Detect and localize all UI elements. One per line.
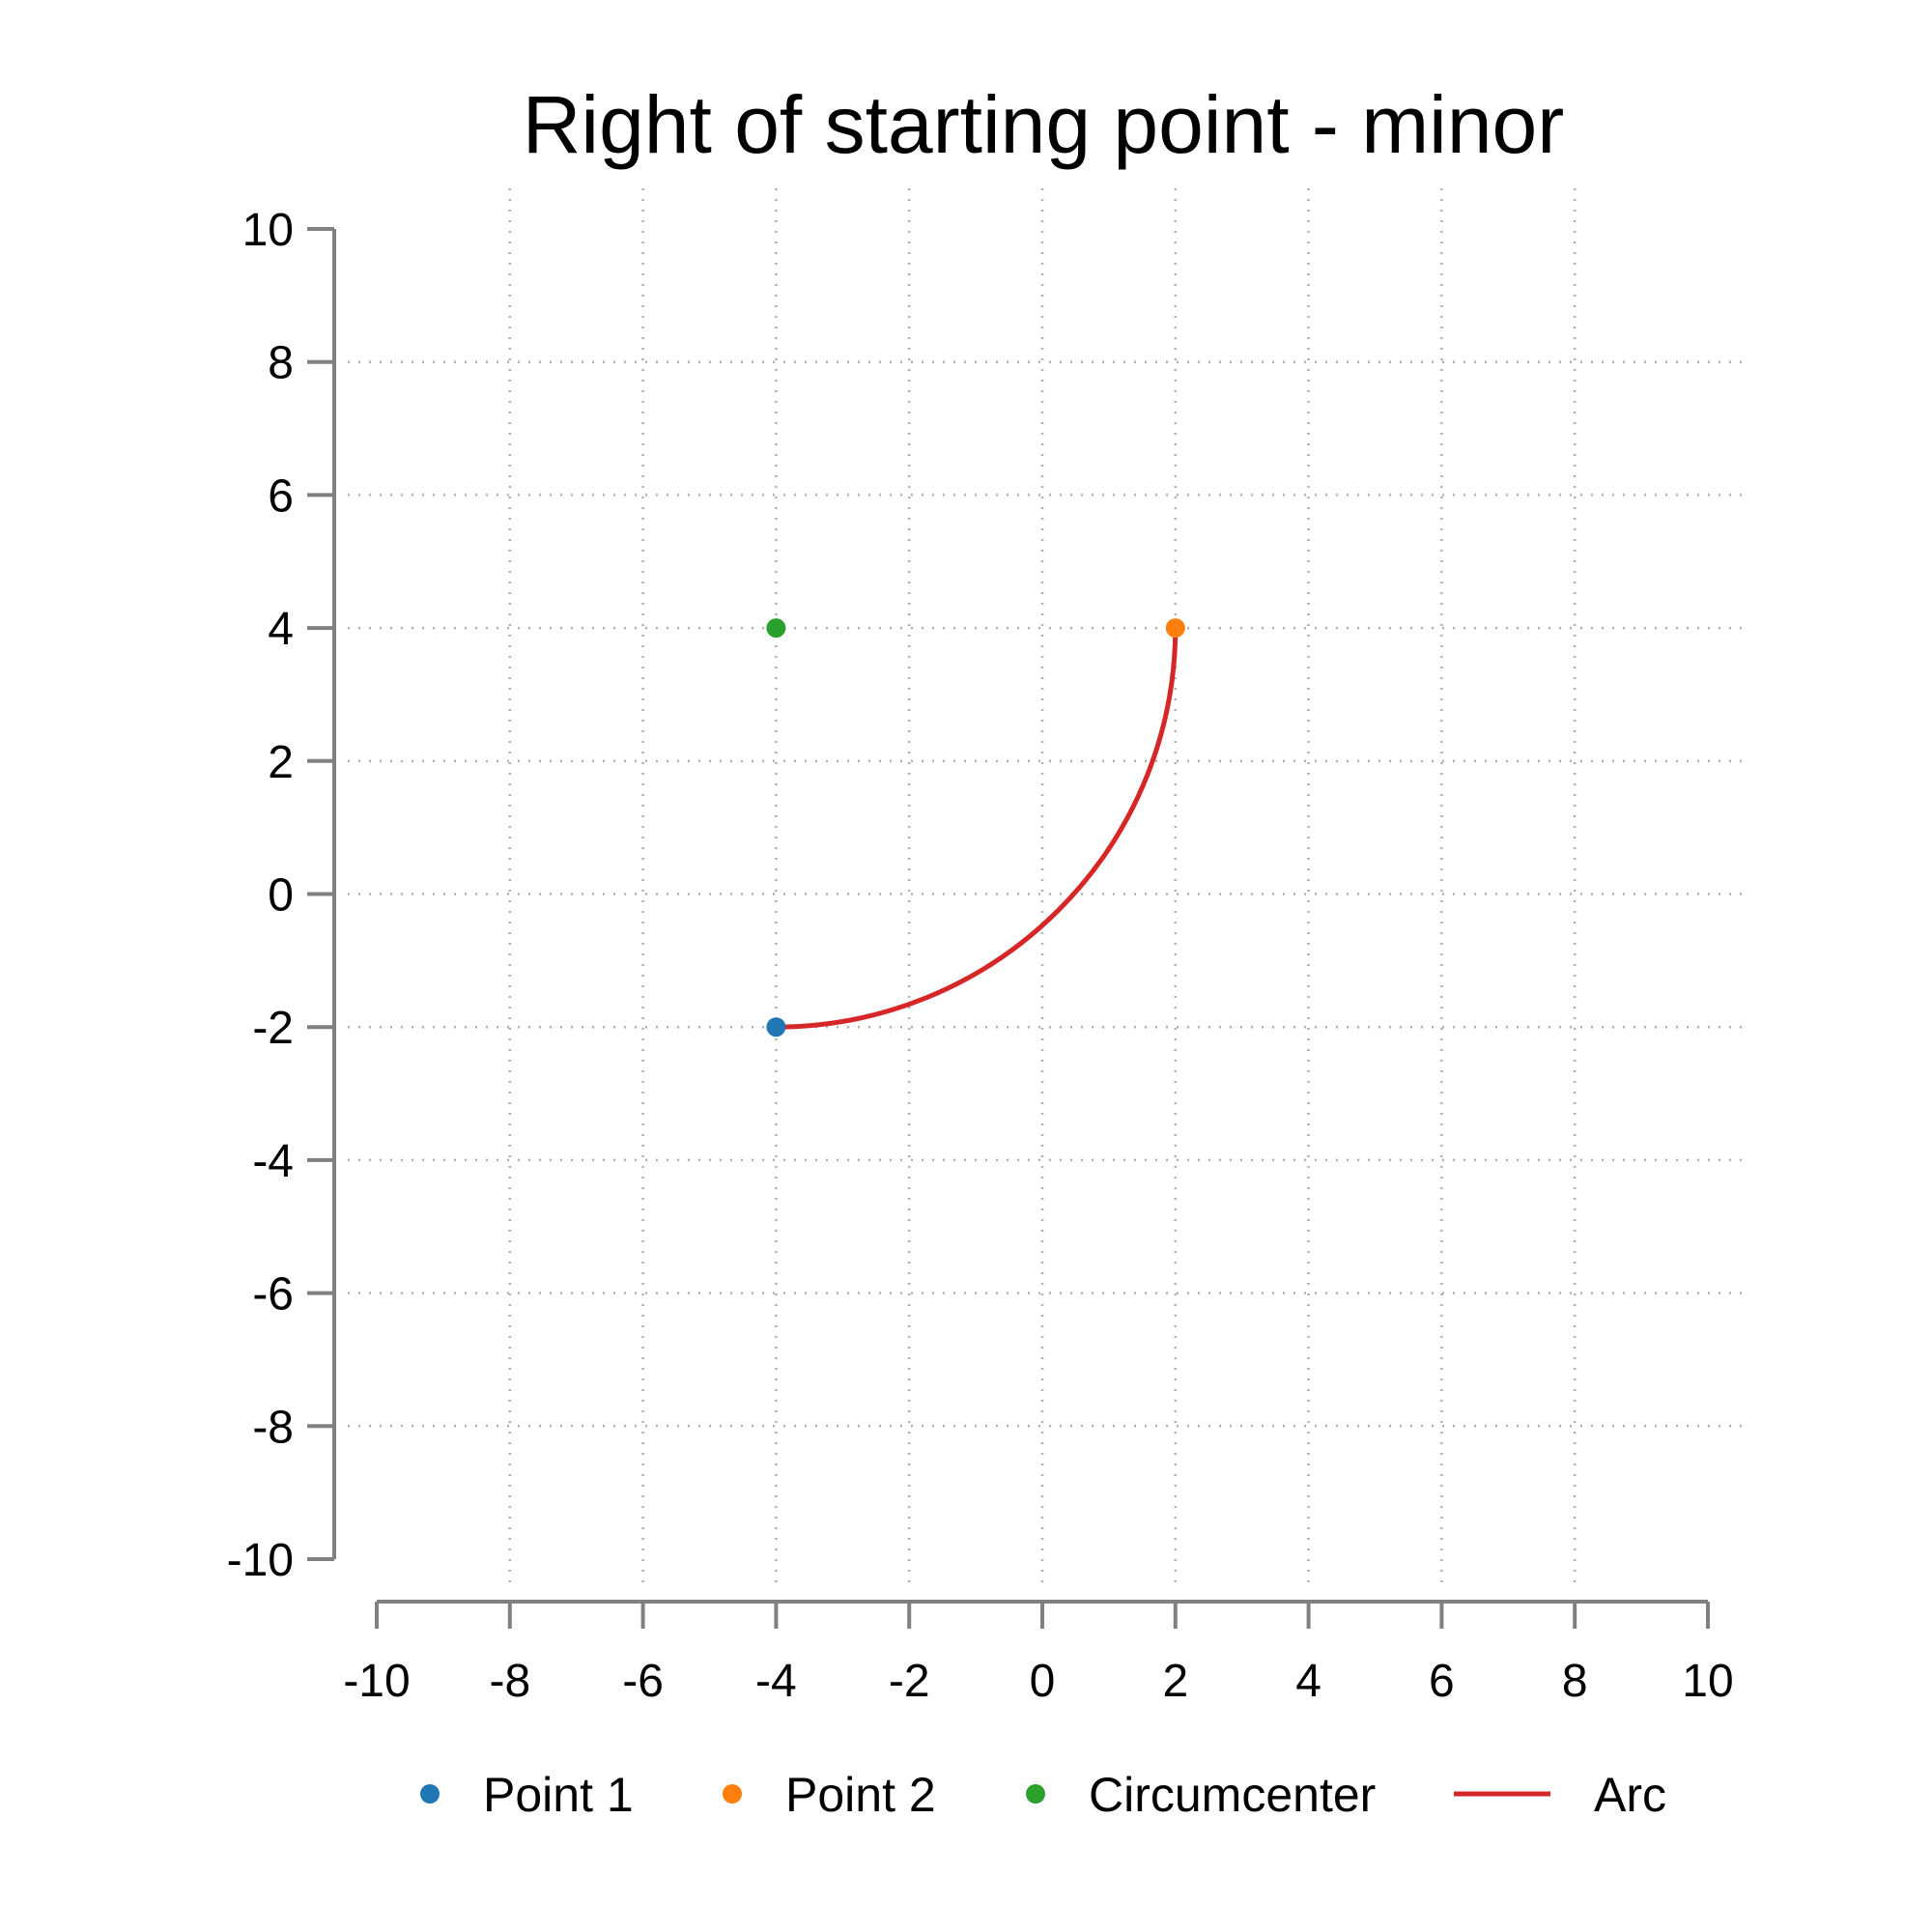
x-tick-label-9: 8 xyxy=(1562,1656,1588,1707)
legend-label-point-2: Point 2 xyxy=(785,1768,936,1822)
x-tick-label-4: -2 xyxy=(889,1656,930,1707)
circumcenter-marker xyxy=(766,618,786,639)
arc-line xyxy=(773,625,1179,1030)
x-tick-label-2: -6 xyxy=(622,1656,664,1707)
y-tick-label-10: 10 xyxy=(242,205,294,256)
y-tick-label-9: 8 xyxy=(268,338,294,389)
point-1-marker xyxy=(766,1017,786,1037)
y-tick-label-3: -4 xyxy=(252,1136,294,1187)
x-tick-label-0: -10 xyxy=(343,1656,410,1707)
y-tick-label-0: -10 xyxy=(227,1535,294,1586)
chart-title: Right of starting point - minor xyxy=(523,79,1564,170)
legend-swatch-point-1 xyxy=(420,1784,440,1804)
x-tick-label-1: -8 xyxy=(489,1656,530,1707)
legend-swatch-circumcenter xyxy=(1026,1784,1045,1804)
plot-area xyxy=(766,618,1185,1037)
point-2-marker xyxy=(1165,618,1185,639)
y-tick-label-2: -6 xyxy=(252,1269,294,1321)
y-tick-label-4: -2 xyxy=(252,1003,294,1054)
axes: -10 -8 -6 -4 -2 0 2 4 6 8 10 -10 -8 -6 -4 -2 0 2 4 6 8 10 xyxy=(227,205,1734,1707)
x-tick-label-8: 6 xyxy=(1429,1656,1455,1707)
x-tick-label-7: 4 xyxy=(1295,1656,1321,1707)
legend-label-point-1: Point 1 xyxy=(483,1768,634,1822)
y-tick-label-5: 0 xyxy=(268,870,294,922)
legend-label-circumcenter: Circumcenter xyxy=(1089,1768,1376,1822)
y-tick-label-7: 4 xyxy=(268,604,294,655)
x-tick-label-6: 2 xyxy=(1162,1656,1188,1707)
y-tick-label-1: -8 xyxy=(252,1402,294,1453)
y-tick-label-6: 2 xyxy=(268,737,294,788)
y-tick-label-8: 6 xyxy=(268,470,294,522)
x-tick-label-3: -4 xyxy=(755,1656,797,1707)
legend-label-arc: Arc xyxy=(1594,1768,1666,1822)
grid-lines xyxy=(348,188,1748,1584)
x-tick-label-10: 10 xyxy=(1682,1656,1733,1707)
legend: Point 1 Point 2 Circumcenter Arc xyxy=(420,1768,1666,1822)
x-tick-label-5: 0 xyxy=(1030,1656,1056,1707)
legend-swatch-point-2 xyxy=(723,1784,742,1804)
